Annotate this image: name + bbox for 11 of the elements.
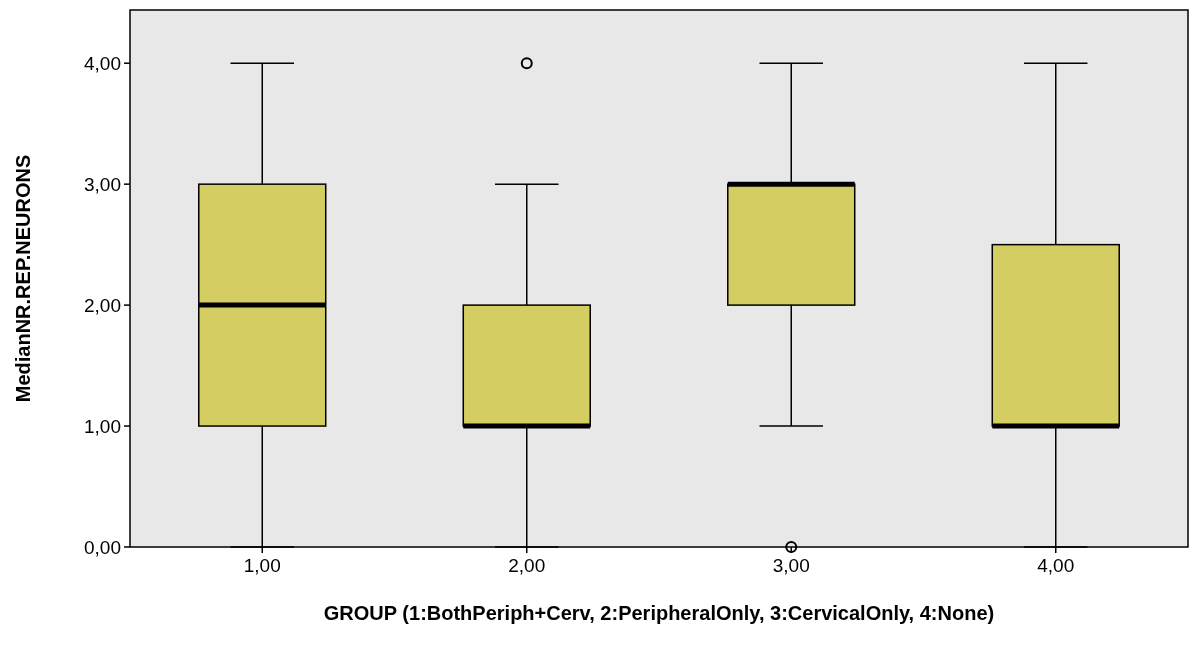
y-tick-label: 1,00 xyxy=(84,415,121,437)
x-tick-label: 1,00 xyxy=(243,555,281,576)
y-tick-label: 2,00 xyxy=(84,294,121,316)
x-tick-label: 4,00 xyxy=(1037,555,1075,576)
y-tick-label: 4,00 xyxy=(84,52,121,74)
x-tick-label: 2,00 xyxy=(508,555,546,576)
y-tick-label: 0,00 xyxy=(84,536,121,558)
y-tick-label: 3,00 xyxy=(84,173,121,195)
x-tick-label: 3,00 xyxy=(772,555,810,576)
y-axis-title: MedianNR.REP.NEURONS xyxy=(12,154,34,403)
x-axis-title: GROUP (1:BothPeriph+Cerv, 2:PeripheralOnly, 3:CervicalOnly, 4:None) xyxy=(323,602,995,624)
